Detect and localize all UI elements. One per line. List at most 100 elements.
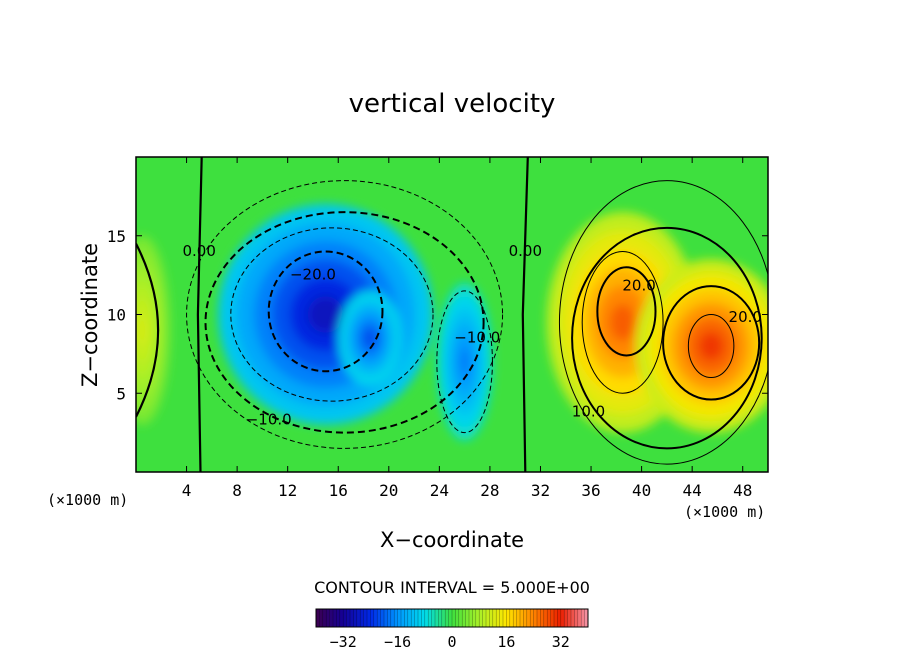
contour-interval-text: CONTOUR INTERVAL = 5.000E+00 [314, 578, 590, 597]
colorbar-segment [506, 609, 511, 627]
colorbar-segment [571, 609, 575, 627]
field-left-edge-updraft [137, 314, 147, 346]
colorbar-segment [326, 609, 330, 627]
colorbar-tick-label: −16 [384, 633, 411, 651]
colorbar-segment [543, 609, 548, 627]
contour-label: 20.0 [729, 308, 762, 326]
contour-neg-20 [267, 250, 384, 373]
contour-pos-20a [596, 266, 657, 357]
colorbar-segment [540, 609, 545, 627]
contour-label: −10.0 [454, 329, 500, 347]
contour-label: −10.0 [246, 411, 292, 429]
colorbar-tick-label: 16 [497, 633, 515, 651]
colorbar-segment [390, 609, 395, 627]
colorbar-segment [339, 609, 344, 627]
x-tick-label: 28 [480, 481, 499, 500]
colorbar-segment [560, 609, 565, 627]
contour-zero-left [196, 157, 203, 472]
colorbar-segment [455, 609, 460, 627]
colorbar-segment [367, 609, 371, 627]
colorbar-segment [496, 609, 500, 627]
colorbar-segment [458, 609, 463, 627]
colorbar-segment [424, 609, 429, 627]
colorbar-segment [407, 609, 412, 627]
colorbar-tick-label: 0 [447, 633, 456, 651]
contour-zero-right [521, 157, 529, 472]
y-tick-label: 15 [107, 227, 126, 246]
colorbar-segment [465, 609, 470, 627]
colorbar-segment [421, 609, 426, 627]
colorbar-segment [513, 609, 517, 627]
x-tick-label: 24 [430, 481, 449, 500]
colorbar-segment [489, 609, 494, 627]
colorbar-segment [387, 609, 392, 627]
x-tick-label: 8 [232, 481, 242, 500]
field-updraft-core-right [698, 331, 724, 361]
contour-pos-5 [558, 180, 768, 465]
colorbar-segment [438, 609, 443, 627]
colorbar-segment [370, 609, 375, 627]
colorbar-segment [537, 609, 541, 627]
colorbar-segment [380, 609, 385, 627]
colorbar-segment [411, 609, 415, 627]
colorbar-segment [360, 609, 364, 627]
x-axis-label: X−coordinate [380, 528, 524, 552]
contour-neg-narrow [436, 290, 493, 434]
contour-pos-15a [581, 251, 664, 394]
colorbar-segment [577, 609, 582, 627]
colorbar-segment [394, 609, 398, 627]
colorbar-segment [475, 609, 480, 627]
colorbar-segment [557, 609, 562, 627]
colorbar-segment [441, 609, 446, 627]
x-tick-label: 44 [683, 481, 702, 500]
colorbar-segment [499, 609, 504, 627]
x-tick-label: 40 [632, 481, 651, 500]
colorbar-segment [384, 609, 388, 627]
contour-pos-25b [687, 314, 735, 378]
colorbar-segment [319, 609, 324, 627]
colorbar-segment [581, 609, 585, 627]
colorbar-segment [564, 609, 568, 627]
colorbar-segment [554, 609, 558, 627]
field-updraft-core-left [610, 304, 636, 341]
contour-label: 0.00 [509, 242, 542, 260]
colorbar-segment [435, 609, 439, 627]
colorbar-segment [363, 609, 368, 627]
colorbar-segment [377, 609, 381, 627]
contour-label: 20.0 [622, 277, 655, 295]
x-tick-label: 48 [733, 481, 752, 500]
colorbar-segment [448, 609, 453, 627]
contour-neg-10 [204, 211, 485, 434]
colorbar-segment [567, 609, 572, 627]
chart-title: vertical velocity [349, 89, 556, 119]
colorbar-segment [452, 609, 456, 627]
x-tick-label: 4 [182, 481, 192, 500]
field-downdraft-core [307, 296, 344, 333]
colorbar-frame [315, 608, 589, 628]
colorbar [315, 608, 589, 628]
contour-pos-10 [571, 226, 763, 450]
colorbar-segment [503, 609, 507, 627]
contour-label: 10.0 [572, 403, 605, 421]
colorbar-segment [482, 609, 487, 627]
colorbar-segment [343, 609, 347, 627]
colorbar-segment [414, 609, 419, 627]
colorbar-segment [404, 609, 409, 627]
contour-label: −20.0 [290, 266, 336, 284]
colorbar-segment [550, 609, 555, 627]
colorbar-segment [479, 609, 483, 627]
colorbar-segment [509, 609, 514, 627]
x-unit-right: (×1000 m) [684, 503, 765, 521]
contour-pos-20b [662, 285, 761, 401]
colorbar-segment [418, 609, 422, 627]
x-tick-label: 36 [581, 481, 600, 500]
x-tick-label: 12 [278, 481, 297, 500]
colorbar-segment [431, 609, 436, 627]
y-tick-label: 5 [116, 384, 126, 403]
contour-neg-5 [186, 180, 504, 449]
plot-area [136, 157, 768, 472]
colorbar-segment [401, 609, 405, 627]
colorbar-segment [397, 609, 402, 627]
colorbar-segment [486, 609, 490, 627]
